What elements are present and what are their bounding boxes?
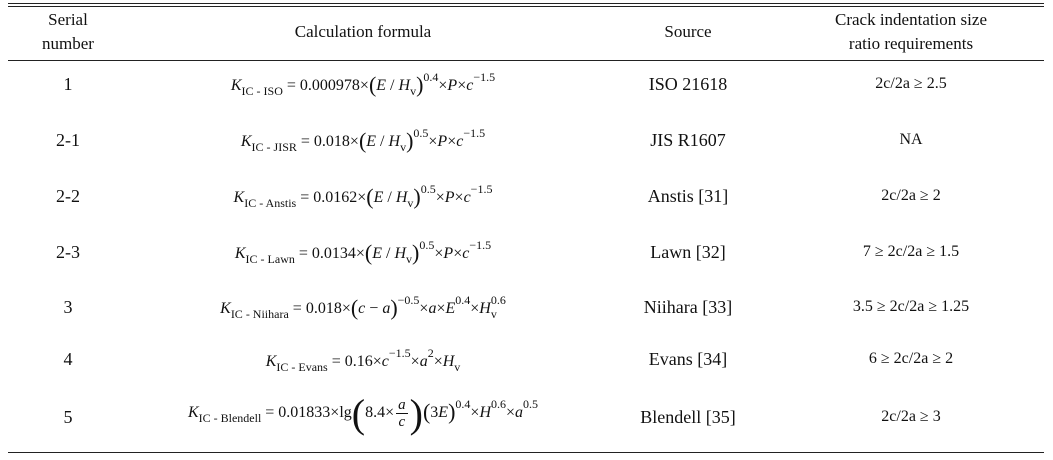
row-5-formula: KIC - Blendell = 0.01833×lg(8.4× a c)(3E)0… xyxy=(187,391,539,436)
row-4-requirement: 6 ≥ 2c/2a ≥ 2 xyxy=(868,350,954,367)
row-3-serial: 3 xyxy=(63,297,73,317)
row-2-1-serial: 2-1 xyxy=(56,130,80,150)
table-top-rule-inner xyxy=(8,6,1044,7)
table-bottom-rule xyxy=(8,452,1044,453)
header-source: Source xyxy=(664,22,712,41)
row-3-source: Niihara [33] xyxy=(643,297,733,317)
row-2-1-formula: KIC - JISR = 0.018×(E / Hv)0.5×P×c−1.5 xyxy=(240,126,486,154)
row-2-2-serial: 2-2 xyxy=(56,186,80,206)
row-2-3-source: Lawn [32] xyxy=(650,242,726,262)
row-5-source: Blendell [35] xyxy=(640,407,736,427)
row-2-1-requirement: NA xyxy=(899,131,923,148)
header-serial: Serial number xyxy=(42,10,94,53)
header-requirement: Crack indentation size ratio requirement… xyxy=(834,10,987,53)
row-4-source: Evans [34] xyxy=(648,349,728,369)
row-3-requirement: 3.5 ≥ 2c/2a ≥ 1.25 xyxy=(852,298,970,315)
row-1-serial: 1 xyxy=(63,74,73,94)
row-1-formula: KIC - ISO = 0.000978×(E / Hv)0.4×P×c−1.5 xyxy=(230,70,496,98)
table-top-rule xyxy=(8,3,1044,4)
row-2-3-requirement: 7 ≥ 2c/2a ≥ 1.5 xyxy=(862,243,960,260)
row-1-source: ISO 21618 xyxy=(648,74,728,94)
row-4-formula: KIC - Evans = 0.16×c−1.5×a2×Hv xyxy=(265,346,461,374)
row-2-3-formula: KIC - Lawn = 0.0134×(E / Hv)0.5×P×c−1.5 xyxy=(234,238,492,266)
row-1-requirement: 2c/2a ≥ 2.5 xyxy=(875,75,947,92)
row-2-2-requirement: 2c/2a ≥ 2 xyxy=(881,187,941,204)
row-4-serial: 4 xyxy=(63,349,73,369)
row-2-1-source: JIS R1607 xyxy=(650,130,726,150)
row-5-serial: 5 xyxy=(63,407,73,427)
header-rule xyxy=(8,60,1044,61)
header-formula: Calculation formula xyxy=(294,22,432,41)
row-2-2-source: Anstis [31] xyxy=(647,186,729,206)
row-5-requirement: 2c/2a ≥ 3 xyxy=(881,408,941,425)
row-2-2-formula: KIC - Anstis = 0.0162×(E / Hv)0.5×P×c−1.… xyxy=(233,182,493,210)
row-3-formula: KIC - Niihara = 0.018×(c − a)−0.5×a×E0.4… xyxy=(220,293,506,321)
row-2-3-serial: 2-3 xyxy=(56,242,80,262)
